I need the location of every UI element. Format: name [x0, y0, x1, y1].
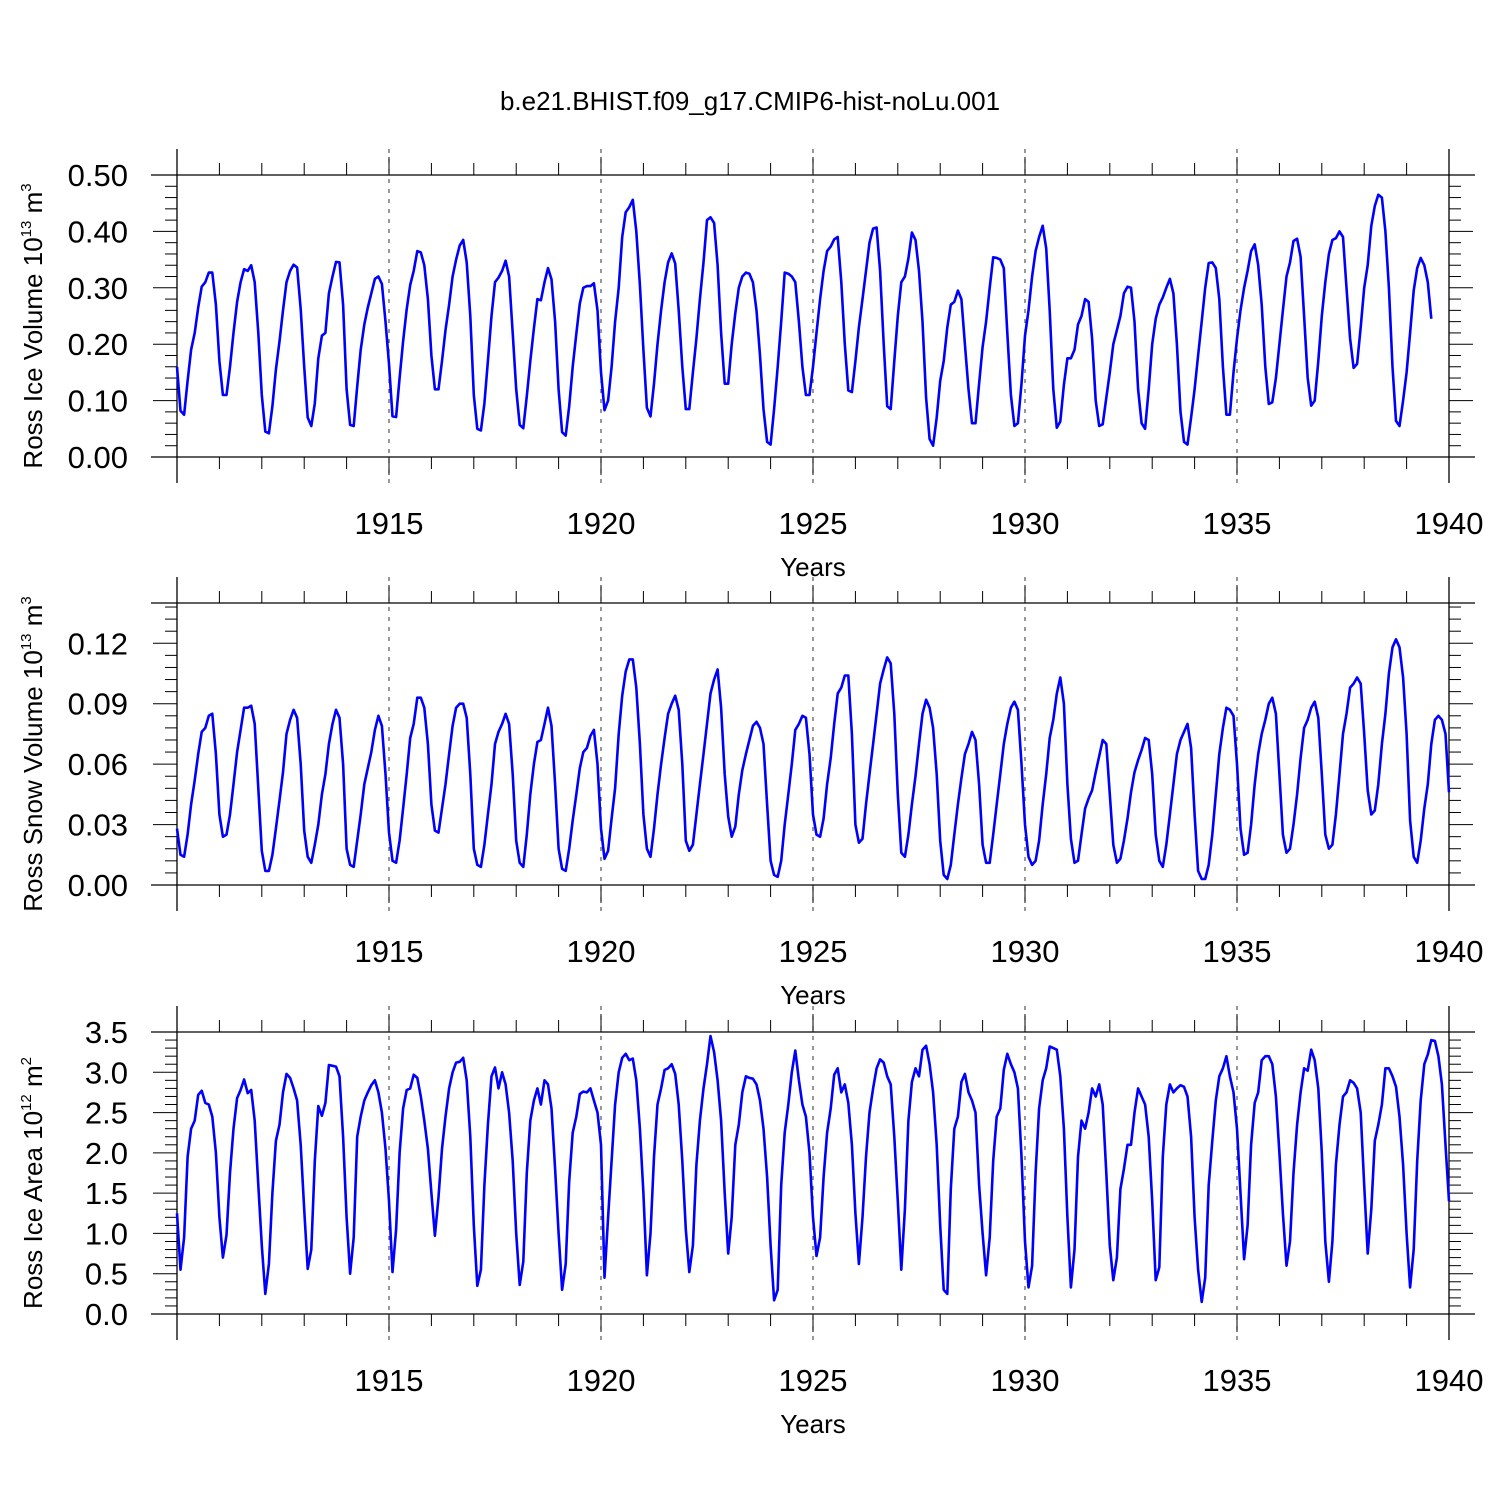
y-tick-label: 0.03 — [68, 808, 128, 843]
y-axis-title: Ross Ice Area 1012 m2 — [18, 1057, 48, 1309]
x-tick-label: 1915 — [355, 1363, 424, 1398]
y-axis-title-part: m — [18, 192, 48, 221]
x-tick-label: 1925 — [779, 506, 848, 541]
x-tick-label: 1925 — [779, 1363, 848, 1398]
y-tick-label: 2.5 — [85, 1096, 128, 1131]
y-tick-label: 3.0 — [85, 1055, 128, 1090]
x-tick-label: 1940 — [1415, 1363, 1484, 1398]
y-tick-label: 0.00 — [68, 868, 128, 903]
series-line — [175, 193, 1433, 448]
y-axis-title-part: Ross Ice Volume 10 — [18, 237, 48, 468]
x-tick-label: 1935 — [1203, 934, 1272, 969]
x-axis-title: Years — [780, 1409, 846, 1439]
y-tick-label: 0.10 — [68, 384, 128, 419]
x-tick-label: 1935 — [1203, 506, 1272, 541]
x-tick-label: 1915 — [355, 934, 424, 969]
x-tick-label: 1940 — [1415, 934, 1484, 969]
y-axis-title-superscript: 2 — [18, 1057, 35, 1065]
x-tick-label: 1930 — [991, 1363, 1060, 1398]
y-tick-label: 0.06 — [68, 747, 128, 782]
y-axis-title: Ross Ice Volume 1013 m3 — [18, 183, 48, 468]
panel-ice-volume: 1915 1920 1925 1930 1935 1940Years0.000.100.2… — [18, 149, 1483, 582]
y-tick-label: 3.5 — [85, 1015, 128, 1050]
y-tick-label: 0.09 — [68, 687, 128, 722]
x-tick-label: 1935 — [1203, 1363, 1272, 1398]
y-tick-label: 0.40 — [68, 214, 128, 249]
y-tick-label: 2.0 — [85, 1136, 128, 1171]
x-tick-label: 1930 — [991, 506, 1060, 541]
y-axis-title-superscript: 13 — [18, 633, 35, 650]
y-axis-title-superscript: 13 — [18, 221, 35, 238]
y-axis-title-part: Ross Ice Area 10 — [18, 1111, 48, 1309]
panel-ice-area: 1915 1920 1925 1930 1935 1940 Years 0.0 0.5 1.0 1.… — [18, 1006, 1483, 1439]
y-axis-title-part: Ross Snow Volume 10 — [18, 650, 48, 912]
y-axis-title-superscript: 3 — [18, 183, 35, 191]
y-axis-title-superscript: 3 — [18, 596, 35, 604]
y-tick-label: 1.0 — [85, 1216, 128, 1251]
x-tick-label: 1920 — [567, 506, 636, 541]
y-axis-title-part: m — [18, 605, 48, 634]
x-tick-label: 1940 — [1415, 506, 1484, 541]
y-axis-title-part: m — [18, 1065, 48, 1094]
y-tick-label: 0.20 — [68, 327, 128, 362]
y-axis-title: Ross Snow Volume 1013 m3 — [18, 596, 48, 912]
panel-snow-volume: 1915 1920 1925 1930 1935 1940 Years 0.00 0.03 0.0… — [18, 577, 1483, 1010]
y-axis-title-superscript: 12 — [18, 1094, 35, 1111]
x-tick-label: 1915 — [355, 506, 424, 541]
y-tick-label: 1.5 — [85, 1176, 128, 1211]
y-tick-label: 0.50 — [68, 158, 128, 193]
y-tick-label: 0.00 — [68, 440, 128, 475]
y-tick-label: 0.5 — [85, 1257, 128, 1292]
x-tick-label: 1920 — [567, 934, 636, 969]
y-tick-label: 0.30 — [68, 271, 128, 306]
x-tick-label: 1925 — [779, 934, 848, 969]
y-tick-label: 0.12 — [68, 626, 128, 661]
x-tick-label: 1920 — [567, 1363, 636, 1398]
y-tick-label: 0.0 — [85, 1297, 128, 1332]
x-tick-label: 1930 — [991, 934, 1060, 969]
series-line — [175, 1034, 1451, 1304]
figure-title: b.e21.BHIST.f09_g17.CMIP6-hist-noLu.001 — [500, 86, 1000, 116]
x-axis-title: Years — [780, 980, 846, 1010]
series-line — [175, 637, 1451, 881]
